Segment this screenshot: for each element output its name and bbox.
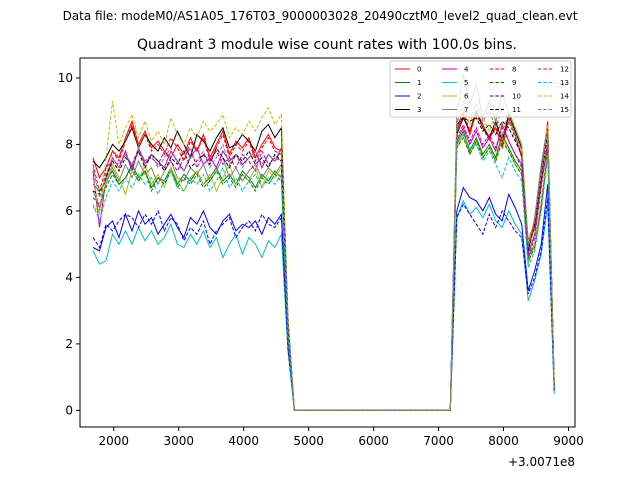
legend-label-2: 2 — [417, 93, 421, 101]
legend-label-12: 12 — [560, 66, 569, 74]
legend-label-6: 6 — [464, 93, 469, 101]
y-tick-label: 4 — [65, 270, 73, 284]
chart-title: Quadrant 3 module wise count rates with … — [137, 37, 517, 53]
series-line-5 — [92, 199, 555, 411]
x-tick-label: 7000 — [423, 434, 454, 448]
y-tick-label: 0 — [65, 403, 73, 417]
legend-label-13: 13 — [560, 79, 569, 87]
series-line-1 — [92, 129, 555, 411]
legend-label-7: 7 — [464, 106, 468, 114]
plot-frame — [79, 57, 576, 428]
x-tick-label: 9000 — [553, 434, 584, 448]
x-tick-label: 5000 — [293, 434, 324, 448]
legend-box — [389, 60, 572, 118]
y-tick-label: 2 — [65, 337, 73, 351]
series-line-10 — [92, 197, 555, 411]
legend-label-15: 15 — [560, 106, 569, 114]
series-line-7 — [92, 74, 555, 411]
y-tick-label: 10 — [58, 71, 73, 85]
y-tick-label: 8 — [65, 137, 73, 151]
suptitle: Data file: modeM0/AS1A05_176T03_90000030… — [63, 9, 578, 23]
series-line-9 — [92, 136, 555, 411]
legend-label-14: 14 — [560, 93, 569, 101]
x-tick-label: 8000 — [488, 434, 519, 448]
legend-label-1: 1 — [417, 79, 421, 87]
plot-lines — [92, 74, 555, 411]
series-line-2 — [92, 184, 555, 411]
y-tick-label: 6 — [65, 204, 73, 218]
series-line-11 — [92, 117, 555, 411]
legend-label-9: 9 — [512, 79, 516, 87]
legend-label-4: 4 — [464, 66, 469, 74]
legend-label-10: 10 — [512, 93, 521, 101]
x-tick-label: 2000 — [99, 434, 130, 448]
x-tick-label: 3000 — [163, 434, 194, 448]
x-tick-label: 4000 — [228, 434, 259, 448]
x-offset-text: +3.0071e8 — [508, 455, 575, 469]
legend-label-5: 5 — [464, 79, 468, 87]
series-line-13 — [92, 133, 555, 411]
legend-label-0: 0 — [417, 66, 421, 74]
series-line-14 — [92, 101, 555, 411]
y-axis: 0 2 4 6 8 10 — [58, 71, 80, 417]
x-axis: 2000 3000 4000 5000 6000 7000 8000 9000 — [99, 427, 584, 448]
series-line-8 — [92, 109, 555, 411]
legend-label-8: 8 — [512, 66, 516, 74]
legend-label-3: 3 — [417, 106, 421, 114]
x-tick-label: 6000 — [358, 434, 389, 448]
legend-label-11: 11 — [512, 106, 521, 114]
